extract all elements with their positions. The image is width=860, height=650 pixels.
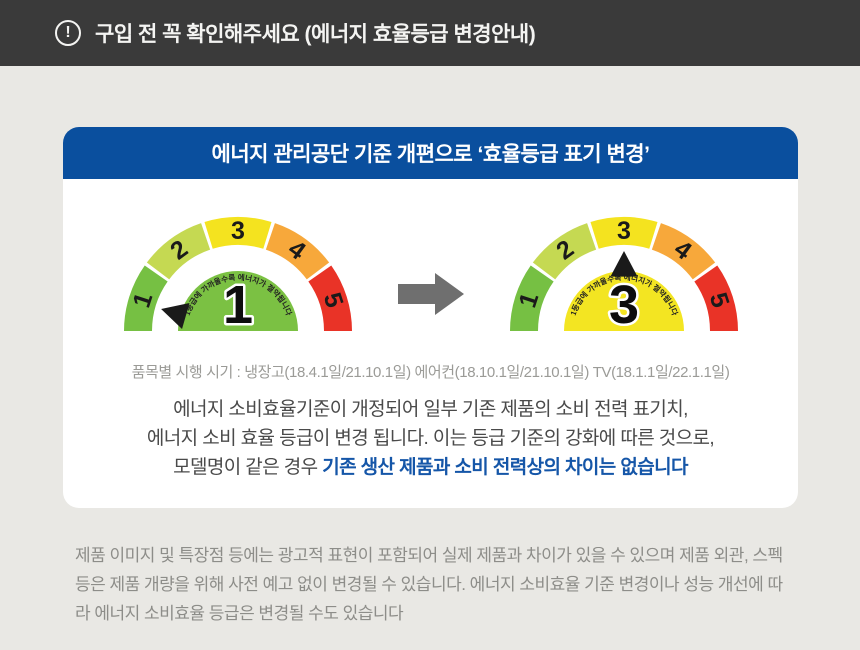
card-header-title: 에너지 관리공단 기준 개편으로 ‘효율등급 표기 변경’ [211, 143, 650, 166]
gauge-segment [509, 265, 554, 331]
notice-bar: ! 구입 전 꼭 확인해주세요 (에너지 효율등급 변경안내) [0, 0, 860, 66]
body-line-3-prefix: 모델명이 같은 경우 [173, 457, 323, 478]
card-header: 에너지 관리공단 기준 개편으로 ‘효율등급 표기 변경’ [63, 127, 798, 179]
schedule-note: 품목별 시행 시기 : 냉장고(18.4.1일/21.10.1일) 에어컨(18… [131, 364, 730, 381]
body-line-2: 에너지 소비 효율 등급이 변경 됩니다. 이는 등급 기준의 강화에 따른 것… [146, 428, 715, 449]
gauge-segment-label: 3 [617, 217, 631, 245]
body-line-3: 모델명이 같은 경우 기존 생산 제품과 소비 전력상의 차이는 없습니다 [63, 453, 798, 482]
gauge-value: 1 [222, 275, 252, 335]
gauge-segment [307, 265, 352, 331]
body-line-1: 에너지 소비효율기준이 개정되어 일부 기존 제품의 소비 전력 표기치, [173, 399, 688, 420]
gauge-segment [265, 223, 329, 280]
gauge-pointer-icon [160, 303, 189, 330]
gauge-pointer-icon [609, 251, 638, 277]
exclamation-circle-icon: ! [55, 20, 81, 46]
gauge-comparison-row: 1 2 3 4 5 1등급에 가까울수록 에너지가 절약됩니다 1 1 2 3 4 5 1등급에 가까… [63, 205, 798, 337]
footer-disclaimer: 제품 이미지 및 특장점 등에는 광고적 표현이 포함되어 실제 제품과 차이가… [75, 546, 783, 623]
change-arrow-icon [397, 273, 464, 315]
gauge-inner-semicircle [177, 271, 298, 331]
body-text: 에너지 소비효율기준이 개정되어 일부 기존 제품의 소비 전력 표기치, 에너… [63, 395, 798, 482]
gauge-segment-label: 3 [231, 217, 245, 245]
gauge-inner-semicircle [563, 271, 684, 331]
gauge-segment [146, 223, 210, 280]
gauge-segment [693, 265, 738, 331]
gauge-segment [203, 217, 272, 249]
gauge-segment [589, 217, 658, 249]
energy-rating-card: 에너지 관리공단 기준 개편으로 ‘효율등급 표기 변경’ 1 2 3 4 5 1등급에 … [63, 127, 798, 508]
body-highlight: 기존 생산 제품과 소비 전력상의 차이는 없습니다 [322, 457, 688, 478]
gauge-value: 3 [608, 275, 638, 335]
gauge-segment [651, 223, 715, 280]
gauge-segment [123, 265, 168, 331]
gauge-segment [532, 223, 596, 280]
notice-bar-title: 구입 전 꼭 확인해주세요 (에너지 효율등급 변경안내) [95, 23, 536, 46]
